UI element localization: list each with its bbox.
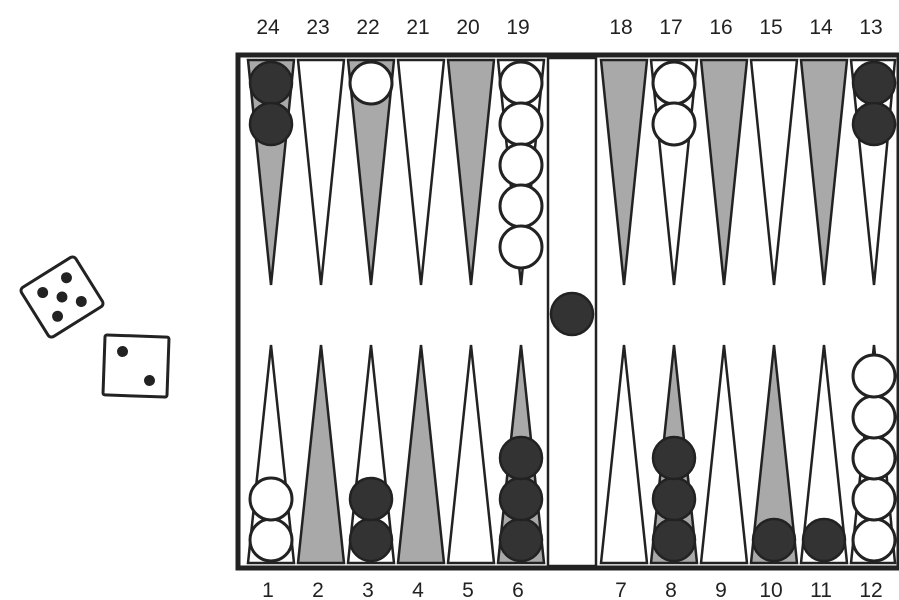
black-checker[interactable] <box>651 517 697 563</box>
white-checker[interactable] <box>248 476 294 522</box>
white-checker[interactable] <box>851 353 897 399</box>
point-label: 12 <box>859 579 882 600</box>
die-pip <box>37 287 49 299</box>
black-checker[interactable] <box>751 517 797 563</box>
white-checker[interactable] <box>851 435 897 481</box>
point-label: 2 <box>312 579 324 600</box>
black-checker[interactable] <box>549 291 595 337</box>
point-label: 3 <box>362 579 374 600</box>
point-11[interactable] <box>799 344 849 565</box>
black-checker[interactable] <box>248 60 294 106</box>
point-4[interactable] <box>396 344 446 565</box>
point-label: 8 <box>665 579 677 600</box>
point-label: 5 <box>462 579 474 600</box>
white-checker[interactable] <box>651 60 697 106</box>
point-label: 6 <box>512 579 524 600</box>
die-pip <box>60 272 72 284</box>
white-checker[interactable] <box>498 224 544 270</box>
white-checker[interactable] <box>498 101 544 147</box>
point-15[interactable] <box>749 58 799 286</box>
white-checker[interactable] <box>498 60 544 106</box>
point-18[interactable] <box>599 58 649 286</box>
point-9[interactable] <box>699 344 749 565</box>
point-label: 21 <box>406 16 429 39</box>
white-checker[interactable] <box>248 517 294 563</box>
black-checker[interactable] <box>348 476 394 522</box>
point-label: 15 <box>759 16 782 39</box>
die-pip <box>56 291 68 303</box>
checkers-layer <box>248 60 897 563</box>
point-label: 13 <box>859 16 882 39</box>
point-16[interactable] <box>699 58 749 286</box>
white-checker[interactable] <box>498 142 544 188</box>
black-checker[interactable] <box>851 101 897 147</box>
point-7[interactable] <box>599 344 649 565</box>
black-checker[interactable] <box>851 60 897 106</box>
black-checker[interactable] <box>348 517 394 563</box>
point-label: 9 <box>715 579 727 600</box>
die-five[interactable] <box>19 255 105 339</box>
white-checker[interactable] <box>851 517 897 563</box>
white-checker[interactable] <box>498 183 544 229</box>
point-label: 17 <box>659 16 682 39</box>
point-14[interactable] <box>799 58 849 286</box>
die-pip <box>75 295 87 307</box>
point-label: 16 <box>709 16 732 39</box>
point-22[interactable] <box>346 58 396 286</box>
point-20[interactable] <box>446 58 496 286</box>
white-checker[interactable] <box>851 476 897 522</box>
black-checker[interactable] <box>651 435 697 481</box>
point-label: 1 <box>262 579 274 600</box>
die-pip <box>144 374 156 386</box>
black-checker[interactable] <box>498 476 544 522</box>
point-label: 20 <box>456 16 479 39</box>
point-label: 23 <box>306 16 329 39</box>
die-pip <box>52 310 64 322</box>
white-checker[interactable] <box>651 101 697 147</box>
die-two[interactable] <box>101 333 171 399</box>
black-checker[interactable] <box>248 101 294 147</box>
black-checker[interactable] <box>498 517 544 563</box>
point-23[interactable] <box>296 58 346 286</box>
point-label: 22 <box>356 16 379 39</box>
point-label: 7 <box>615 579 627 600</box>
die-pip <box>116 346 128 358</box>
white-checker[interactable] <box>348 60 394 106</box>
point-label: 24 <box>256 16 280 39</box>
point-label: 19 <box>506 16 529 39</box>
black-checker[interactable] <box>651 476 697 522</box>
black-checker[interactable] <box>498 435 544 481</box>
point-2[interactable] <box>296 344 346 565</box>
top-point-labels: 24 23 22 21 20 19 18 17 16 15 14 13 <box>256 16 882 39</box>
black-checker[interactable] <box>801 517 847 563</box>
point-label: 18 <box>609 16 632 39</box>
point-label: 10 <box>759 579 782 600</box>
point-label: 4 <box>412 579 424 600</box>
point-label: 11 <box>810 579 832 600</box>
point-5[interactable] <box>446 344 496 565</box>
white-checker[interactable] <box>851 394 897 440</box>
dice <box>19 255 171 399</box>
die-body <box>101 333 171 399</box>
point-21[interactable] <box>396 58 446 286</box>
point-label: 14 <box>809 16 833 39</box>
bottom-point-labels: 1 2 3 4 5 6 7 8 9 10 11 12 <box>262 579 883 600</box>
point-10[interactable] <box>749 344 799 565</box>
